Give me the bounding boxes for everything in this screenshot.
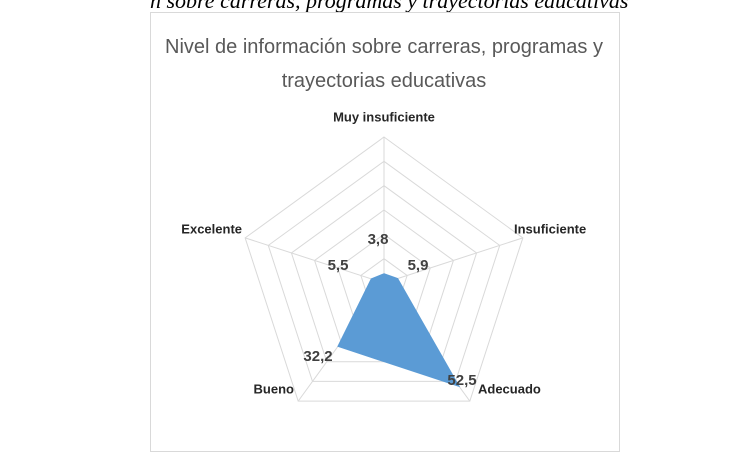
chart-title: Nivel de información sobre carreras, pro… (165, 36, 603, 92)
category-label: Insuficiente (514, 221, 586, 236)
value-label: 5,5 (328, 257, 349, 274)
grid-ring (244, 136, 524, 402)
value-label: 52,5 (447, 372, 476, 389)
category-label: Muy insuficiente (333, 109, 435, 124)
category-label: Excelente (181, 221, 242, 236)
value-label: 32,2 (303, 348, 332, 365)
caption: n sobre carreras, programas y trayectori… (150, 0, 629, 13)
category-label: Adecuado (478, 381, 541, 396)
spoke (383, 237, 524, 284)
page: n sobre carreras, programas y trayectori… (150, 0, 629, 452)
value-label: 5,9 (408, 257, 429, 274)
chart: Muy insuficiente Insuficiente Adecuado Buen… (181, 109, 586, 402)
grid-ring (267, 160, 501, 382)
radar-area (337, 273, 461, 388)
category-label: Bueno (254, 381, 295, 396)
spoke (244, 237, 385, 284)
value-label: 3,8 (368, 231, 389, 248)
